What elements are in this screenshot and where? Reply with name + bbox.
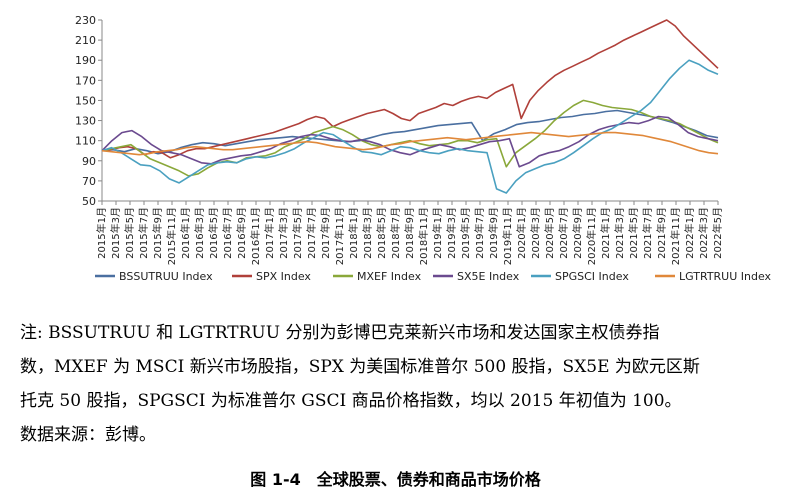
x-tick-label: 2015年3月: [109, 207, 122, 259]
x-tick-label: 2021年11月: [669, 207, 682, 265]
legend-label-mxef: MXEF Index: [357, 270, 422, 283]
x-tick-label: 2016年1月: [179, 207, 192, 259]
note-source: 数据来源：彭博。: [20, 425, 156, 445]
y-tick-label: 230: [75, 14, 96, 27]
x-tick-label: 2019年3月: [445, 207, 458, 259]
x-tick-label: 2021年9月: [655, 207, 668, 259]
x-tick-label: 2015年1月: [95, 207, 108, 259]
y-tick-label: 130: [75, 115, 96, 128]
series-line-spgsci: [101, 59, 719, 194]
x-tick-label: 2022年5月: [711, 207, 724, 259]
x-tick-label: 2016年5月: [207, 207, 220, 259]
x-tick-label: 2020年3月: [529, 207, 542, 259]
y-tick-label: 210: [75, 34, 96, 47]
x-tick-label: 2019年1月: [431, 207, 444, 259]
x-tick-label: 2016年7月: [221, 207, 234, 259]
y-tick-label: 90: [82, 155, 96, 168]
series-line-lgtrtruu: [101, 131, 719, 156]
x-tick-label: 2015年7月: [137, 207, 150, 259]
x-tick-label: 2015年11月: [165, 207, 178, 265]
x-tick-label: 2021年5月: [627, 207, 640, 259]
x-tick-label: 2018年7月: [389, 207, 402, 259]
x-tick-label: 2016年9月: [235, 207, 248, 259]
x-tick-label: 2020年1月: [515, 207, 528, 259]
x-tick-label: 2018年5月: [375, 207, 388, 259]
y-tick-label: 50: [82, 195, 96, 208]
legend-label-sx5e: SX5E Index: [457, 270, 520, 283]
x-tick-label: 2017年9月: [319, 207, 332, 259]
y-tick-label: 70: [82, 175, 96, 188]
x-tick-label: 2022年1月: [683, 207, 696, 259]
x-tick-label: 2019年7月: [473, 207, 486, 259]
x-tick-label: 2016年3月: [193, 207, 206, 259]
x-tick-label: 2021年7月: [641, 207, 654, 259]
x-tick-label: 2019年5月: [459, 207, 472, 259]
x-tick-label: 2018年3月: [361, 207, 374, 259]
note-line-2: 数，MXEF 为 MSCI 新兴市场股指，SPX 为美国标准普尔 500 股指，…: [20, 357, 700, 377]
y-axis-ticks: 50 70 90 110 130 150 170 190 210 230: [75, 14, 102, 208]
x-tick-label: 2021年1月: [599, 207, 612, 259]
chart-legend: BSSUTRUU Index SPX Index MXEF Index SX5E In…: [95, 270, 772, 283]
legend-label-spgsci: SPGSCI Index: [555, 270, 629, 283]
x-tick-label: 2018年9月: [403, 207, 416, 259]
series-line-mxef: [101, 99, 719, 177]
series-line-sx5e: [101, 115, 719, 168]
x-tick-label: 2018年1月: [347, 207, 360, 259]
x-tick-label: 2017年1月: [263, 207, 276, 259]
y-tick-label: 170: [75, 74, 96, 87]
y-tick-label: 110: [75, 135, 96, 148]
series-line-bssutruu: [101, 109, 719, 155]
legend-label-spx: SPX Index: [256, 270, 311, 283]
series-lines: [101, 19, 719, 194]
legend-label-bssutruu: BSSUTRUU Index: [119, 270, 213, 283]
x-tick-label: 2019年9月: [487, 207, 500, 259]
x-tick-label: 2020年11月: [585, 207, 598, 265]
y-tick-label: 190: [75, 54, 96, 67]
x-tick-label: 2017年5月: [291, 207, 304, 259]
x-axis-ticks: 2015年1月 2015年3月 2015年5月 2015年7月 2015年9月 2015年…: [95, 201, 724, 265]
figure-caption: 图 1-4 全球股票、债券和商品市场价格: [250, 470, 541, 489]
x-tick-label: 2020年5月: [543, 207, 556, 259]
x-tick-label: 2020年9月: [571, 207, 584, 259]
x-tick-label: 2016年11月: [249, 207, 262, 265]
x-tick-label: 2021年3月: [613, 207, 626, 259]
y-tick-label: 150: [75, 94, 96, 107]
note-line-1: 注: BSSUTRUU 和 LGTRTRUU 分别为彭博巴克莱新兴市场和发达国家…: [20, 323, 660, 343]
x-tick-label: 2020年7月: [557, 207, 570, 259]
note-line-3: 托克 50 股指，SPGSCI 为标准普尔 GSCI 商品价格指数，均以 201…: [20, 391, 682, 411]
x-tick-label: 2017年7月: [305, 207, 318, 259]
x-tick-label: 2018年11月: [417, 207, 430, 265]
x-tick-label: 2017年11月: [333, 207, 346, 265]
legend-label-lgtrtruu: LGTRTRUU Index: [679, 270, 772, 283]
x-tick-label: 2022年3月: [697, 207, 710, 259]
x-tick-label: 2015年9月: [151, 207, 164, 259]
series-line-spx: [101, 19, 719, 159]
x-tick-label: 2015年5月: [123, 207, 136, 259]
x-tick-label: 2017年3月: [277, 207, 290, 259]
x-tick-label: 2019年11月: [501, 207, 514, 265]
